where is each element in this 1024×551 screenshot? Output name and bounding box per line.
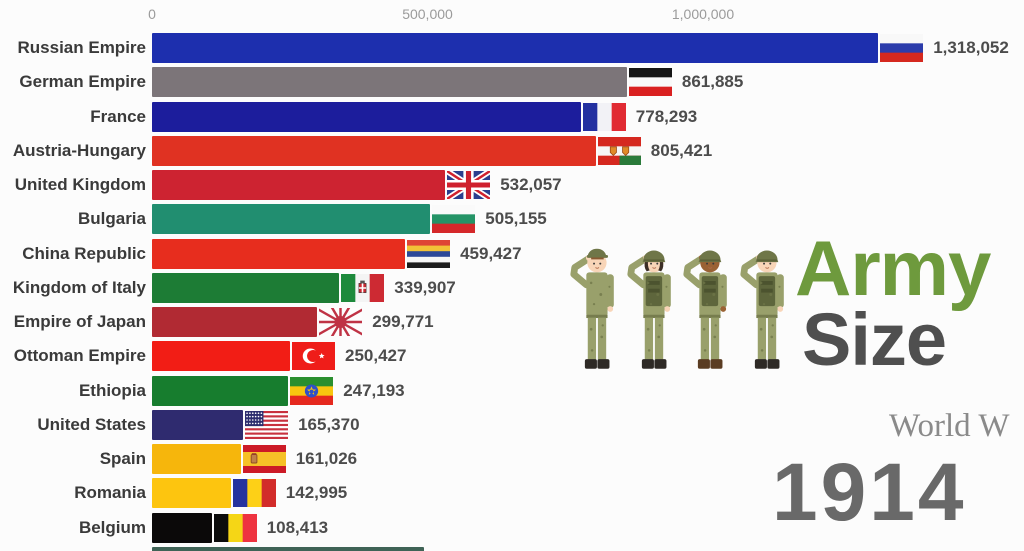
bar-row-spain: Spain 161,026 bbox=[0, 444, 1024, 474]
axis-tick-500000: 500,000 bbox=[402, 6, 453, 22]
bar-row-china-republic: China Republic 459,427 bbox=[0, 238, 1024, 269]
bar-row-ethiopia: Ethiopia 247,193 bbox=[0, 375, 1024, 406]
bar-value-label: 505,155 bbox=[485, 209, 547, 229]
country-label: Belgium bbox=[78, 517, 146, 537]
bar bbox=[152, 33, 879, 63]
bar bbox=[152, 375, 289, 406]
flag-ottoman-empire-icon bbox=[292, 342, 335, 371]
country-label: Romania bbox=[74, 483, 146, 503]
bar bbox=[152, 307, 318, 337]
bar bbox=[152, 101, 581, 132]
flag-kingdom-of-italy-icon bbox=[341, 273, 385, 302]
bar-value-label: 108,413 bbox=[266, 517, 329, 537]
bar-row-france: France 778,293 bbox=[0, 101, 1024, 132]
bar-row-belgium: Belgium 108,413 bbox=[0, 512, 1024, 543]
axis-tick-0: 0 bbox=[148, 6, 156, 22]
bar bbox=[152, 512, 212, 543]
flag-german-empire-icon bbox=[628, 68, 672, 97]
bar bbox=[152, 478, 231, 509]
flag-bulgaria-icon bbox=[432, 205, 476, 234]
country-label: Russian Empire bbox=[17, 38, 147, 57]
bar-value-label: 161,026 bbox=[295, 449, 358, 468]
bar-value-label: 247,193 bbox=[343, 380, 405, 400]
bar-row-austria-hungary: Austria-Hungary 805,421 bbox=[0, 135, 1024, 166]
title-size: Size bbox=[802, 298, 947, 381]
country-label: Empire of Japan bbox=[13, 312, 146, 331]
bar bbox=[152, 204, 431, 235]
bar-row-united-states: United States 165,370 bbox=[0, 409, 1024, 440]
country-label: Spain bbox=[99, 449, 146, 468]
bar bbox=[152, 238, 406, 269]
flag-china-five-color-icon bbox=[407, 239, 451, 268]
flag-russia-icon bbox=[880, 34, 924, 62]
saluting-soldier-helmet-light-skin-female-icon bbox=[625, 236, 679, 380]
country-label: United Kingdom bbox=[14, 175, 146, 194]
flag-france-icon bbox=[582, 102, 626, 131]
flag-austria-hungary-icon bbox=[597, 136, 641, 165]
country-label: Ethiopia bbox=[78, 380, 146, 400]
clipped-partial-bar bbox=[152, 546, 424, 551]
bar-value-label: 805,421 bbox=[650, 140, 713, 160]
axis-tick-1000000: 1,000,000 bbox=[671, 6, 735, 22]
flag-romania-icon bbox=[232, 479, 276, 508]
bar-value-label: 861,885 bbox=[681, 72, 744, 92]
title-army: Army bbox=[795, 224, 991, 312]
flag-usa-icon bbox=[245, 410, 289, 439]
bar bbox=[152, 409, 244, 440]
saluting-soldier-helmet-dark-skin-icon bbox=[681, 236, 735, 380]
country-label: United States bbox=[37, 414, 146, 434]
bar-value-label: 778,293 bbox=[635, 106, 698, 126]
country-label: German Empire bbox=[19, 72, 146, 92]
bar-row-united-kingdom: United Kingdom 532,057 bbox=[0, 170, 1024, 200]
bar-value-label: 299,771 bbox=[372, 312, 434, 331]
bar bbox=[152, 444, 241, 474]
bar-value-label: 142,995 bbox=[285, 483, 348, 503]
bar bbox=[152, 341, 290, 372]
bar-value-label: 459,427 bbox=[460, 243, 522, 263]
bar-row-empire-of-japan: Empire of Japan 299,771 bbox=[0, 307, 1024, 337]
bar-value-label: 339,907 bbox=[394, 277, 456, 297]
bar-value-label: 250,427 bbox=[345, 346, 407, 366]
year-label: 1914 bbox=[772, 447, 967, 538]
flag-spain-icon bbox=[242, 445, 286, 473]
country-label: Austria-Hungary bbox=[12, 140, 146, 160]
bar-row-ottoman-empire: Ottoman Empire 250,427 bbox=[0, 341, 1024, 372]
bar-value-label: 165,370 bbox=[298, 414, 360, 434]
flag-japan-rising-sun-icon bbox=[319, 308, 363, 336]
country-label: Kingdom of Italy bbox=[12, 277, 146, 297]
subtitle-world-war: World W bbox=[889, 408, 1010, 444]
flag-ethiopia-icon bbox=[290, 376, 334, 405]
bar bbox=[152, 67, 627, 98]
country-label: Ottoman Empire bbox=[13, 346, 146, 366]
bar-row-russian-empire: Russian Empire 1,318,052 bbox=[0, 33, 1024, 63]
bar-row-bulgaria: Bulgaria 505,155 bbox=[0, 204, 1024, 235]
flag-belgium-icon bbox=[213, 513, 257, 542]
bar-row-kingdom-of-italy: Kingdom of Italy 339,907 bbox=[0, 272, 1024, 303]
bar-value-label: 1,318,052 bbox=[933, 38, 1009, 57]
bar-value-label: 532,057 bbox=[500, 175, 562, 194]
bar bbox=[152, 135, 596, 166]
flag-united-kingdom-icon bbox=[447, 171, 491, 199]
saluting-soldier-helmet-light-skin-icon bbox=[738, 236, 792, 380]
saluting-soldier-cap-light-skin-icon bbox=[568, 236, 622, 380]
bar bbox=[152, 272, 340, 303]
country-label: Bulgaria bbox=[77, 209, 146, 229]
country-label: France bbox=[90, 106, 146, 126]
bar-row-romania: Romania 142,995 bbox=[0, 478, 1024, 509]
bar bbox=[152, 170, 446, 200]
country-label: China Republic bbox=[22, 243, 146, 263]
bar-row-german-empire: German Empire 861,885 bbox=[0, 67, 1024, 98]
